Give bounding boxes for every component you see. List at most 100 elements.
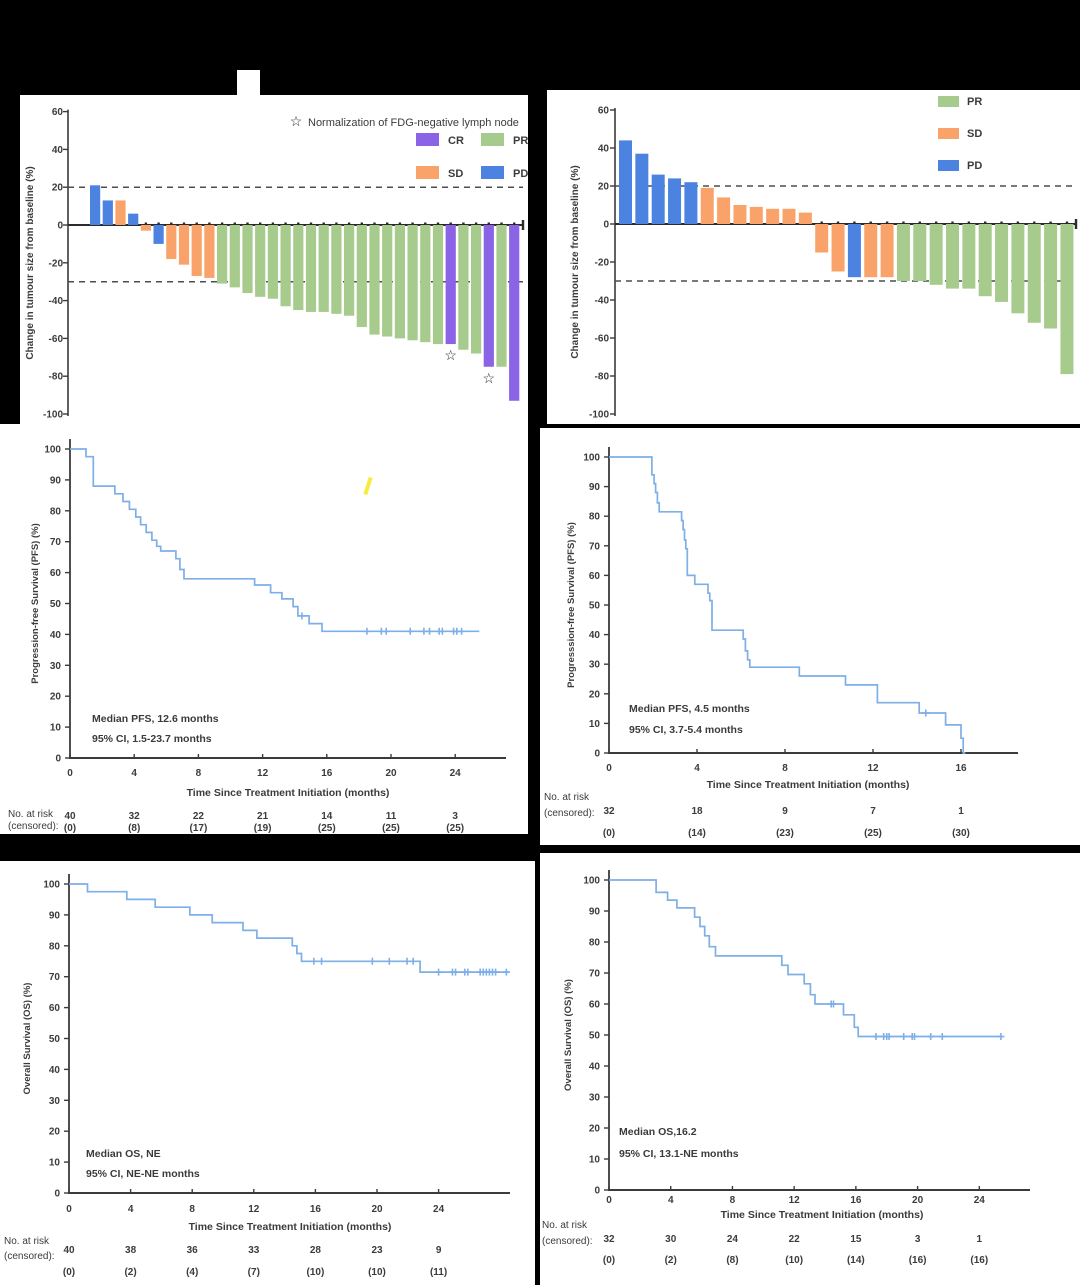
x-tick-label: 8 [730, 1195, 736, 1206]
y-tick-label: 60 [50, 568, 62, 579]
risk-n: 32 [603, 1234, 615, 1245]
censor-mark [885, 1033, 893, 1041]
bar-pr [978, 224, 992, 297]
risk-censored: (25) [446, 823, 464, 834]
x-tick-label: 8 [189, 1204, 195, 1215]
y-tick-label: 0 [54, 1189, 60, 1200]
y-tick-label: 100 [583, 876, 600, 887]
bar-pd [102, 200, 113, 225]
censor-mark [438, 627, 446, 635]
median-annotation: Median PFS, 4.5 months [629, 703, 750, 715]
bar-axis-tick [208, 222, 211, 225]
y-tick-label: 50 [49, 1034, 61, 1045]
x-axis-title: Time Since Treatment Initiation (months) [187, 787, 390, 799]
risk-censored: (10) [785, 1255, 803, 1266]
y-tick-label: 60 [598, 106, 610, 117]
bar-pr [369, 225, 380, 335]
risk-n: 32 [129, 811, 141, 822]
bar-pr [1011, 224, 1025, 314]
risk-n: 22 [789, 1234, 801, 1245]
bar-axis-tick [1033, 221, 1036, 224]
y-tick-label: -60 [595, 334, 610, 345]
risk-header-line1: No. at risk [544, 792, 590, 803]
bar-axis-tick [259, 222, 262, 225]
x-tick-label: 24 [450, 768, 462, 779]
y-axis-title: Overall Survival (OS) (%) [563, 979, 574, 1091]
risk-censored: (0) [64, 823, 76, 834]
x-tick-label: 16 [955, 763, 967, 774]
risk-censored: (7) [248, 1267, 260, 1278]
risk-n: 18 [691, 806, 703, 817]
censor-mark [927, 1033, 935, 1041]
star-note-text: Normalization of FDG-negative lymph node [308, 117, 519, 129]
y-tick-label: 10 [589, 1155, 601, 1166]
y-tick-label: 70 [589, 541, 601, 552]
risk-n: 40 [64, 811, 76, 822]
risk-header-line1: No. at risk [8, 809, 54, 820]
bar-sd [115, 200, 126, 225]
bar-pr [293, 225, 304, 311]
censor-mark [318, 957, 326, 965]
y-tick-label: 40 [52, 145, 64, 156]
bar-pr [382, 225, 393, 337]
censor-mark [452, 968, 460, 976]
risk-n: 33 [248, 1245, 260, 1256]
censor-mark [464, 968, 472, 976]
risk-header-line2: (censored): [8, 821, 59, 832]
risk-n: 14 [321, 811, 333, 822]
risk-censored: (23) [776, 828, 794, 839]
bar-axis-tick [951, 221, 954, 224]
x-tick-label: 12 [867, 763, 879, 774]
y-tick-label: 30 [49, 1096, 61, 1107]
censor-mark [406, 627, 414, 635]
bar-axis-tick [322, 222, 325, 225]
bar-sd [700, 187, 714, 224]
y-tick-label: -20 [595, 258, 610, 269]
x-tick-label: 16 [321, 768, 333, 779]
risk-censored: (14) [847, 1255, 865, 1266]
bar-pd [128, 213, 139, 225]
bar-axis-tick [885, 221, 889, 224]
risk-n: 11 [386, 811, 397, 822]
risk-censored: (10) [368, 1267, 386, 1278]
y-tick-label: 40 [49, 1065, 61, 1076]
risk-n: 23 [371, 1245, 383, 1256]
risk-n: 15 [850, 1234, 862, 1245]
y-tick-label: 60 [589, 1000, 601, 1011]
risk-censored: (8) [128, 823, 140, 834]
x-tick-label: 4 [668, 1195, 674, 1206]
bar-axis-tick [436, 222, 440, 225]
bar-pr [1027, 224, 1041, 323]
y-tick-label: 70 [50, 537, 62, 548]
bar-axis-tick [246, 222, 249, 225]
risk-n: 38 [125, 1245, 137, 1256]
bar-axis-tick [195, 222, 198, 225]
page-notch [237, 70, 260, 97]
risk-censored: (17) [190, 823, 208, 834]
bar-pr [229, 225, 240, 288]
bar-axis-tick [284, 222, 287, 225]
y-tick-label: 20 [589, 689, 601, 700]
risk-censored: (16) [970, 1255, 988, 1266]
risk-n: 30 [665, 1234, 677, 1245]
bar-axis-tick [474, 222, 478, 225]
panel-km-pfs-left: 100 90 80 70 60 50 40 30 20 10 0 0 4 8 12 16 20 24 Time Si… [0, 424, 528, 834]
bar-pr [255, 225, 266, 297]
y-tick-label: 10 [50, 723, 62, 734]
y-tick-label: 90 [50, 475, 62, 486]
km-curve [70, 448, 480, 633]
x-tick-label: 4 [128, 1204, 134, 1215]
bar-axis-tick [398, 222, 402, 225]
bar-pd [651, 174, 665, 224]
censor-mark [458, 627, 466, 635]
y-tick-label: 0 [594, 1186, 600, 1197]
bar-pr [305, 225, 317, 312]
bar-cr [445, 225, 456, 345]
censor-mark [492, 968, 500, 976]
risk-n: 36 [187, 1245, 199, 1256]
y-tick-label: 70 [589, 969, 601, 980]
bar-pr [1044, 224, 1058, 329]
bar-sd [766, 208, 780, 224]
